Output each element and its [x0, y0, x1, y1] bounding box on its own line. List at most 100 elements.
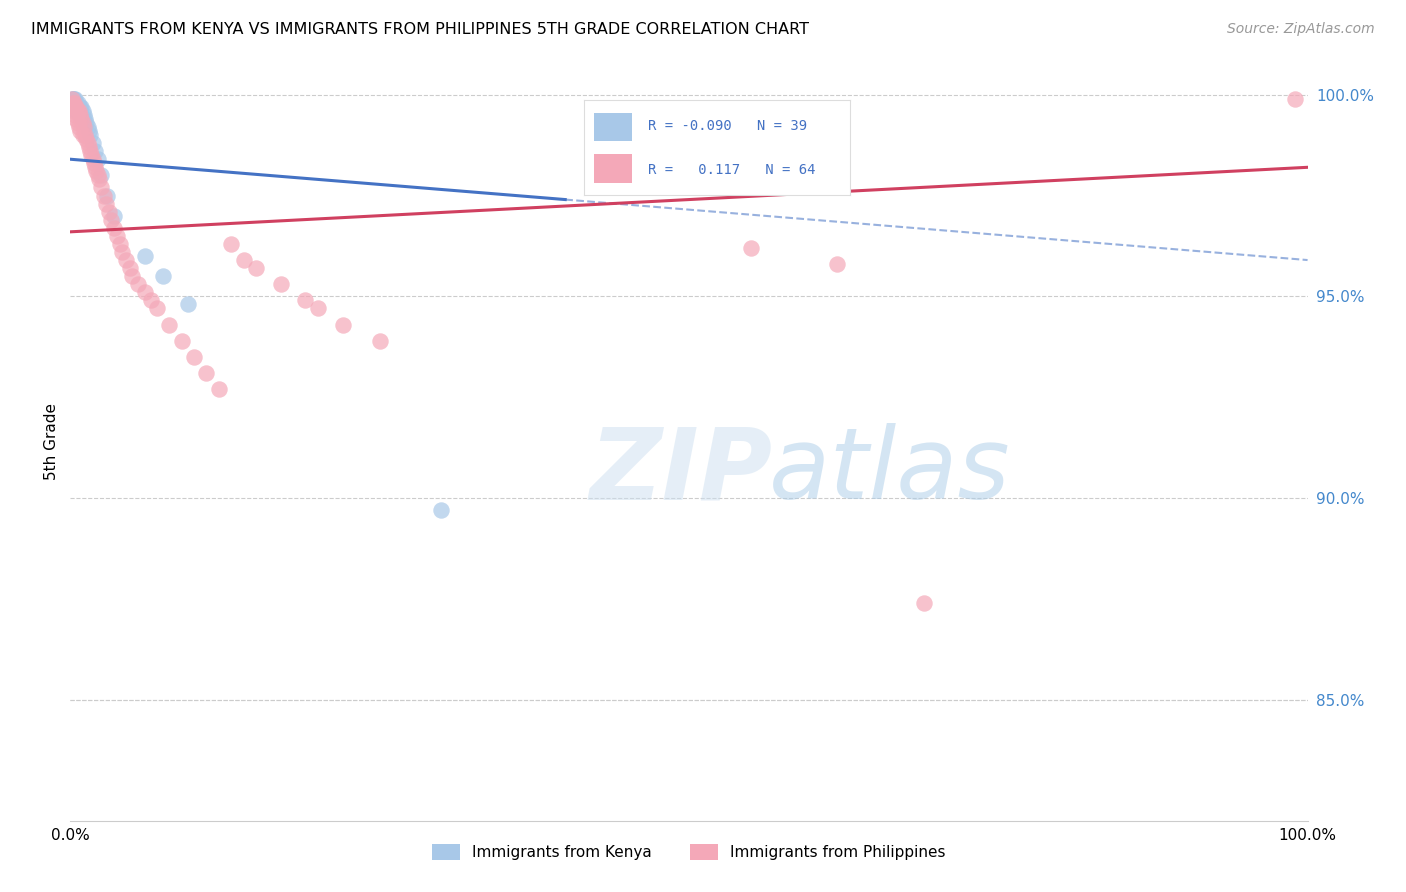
Point [294, 293, 316, 308]
Point [65, 112, 87, 126]
Point [307, 301, 329, 316]
Point [134, 249, 156, 263]
Point [84, 161, 107, 175]
Point [62, 100, 84, 114]
Point [76, 120, 98, 134]
Point [84, 144, 107, 158]
Point [90, 169, 112, 183]
Point [62, 92, 84, 106]
Point [63, 95, 86, 110]
Point [72, 112, 94, 126]
Point [63, 95, 86, 110]
Point [73, 120, 96, 134]
Point [69, 100, 91, 114]
Point [75, 116, 97, 130]
Y-axis label: 5th Grade: 5th Grade [44, 403, 59, 480]
Point [118, 261, 141, 276]
Point [83, 156, 105, 170]
Point [740, 241, 762, 255]
Point [60, 92, 83, 106]
Point [65, 100, 87, 114]
Point [62, 92, 84, 106]
Point [65, 103, 87, 118]
Point [67, 103, 90, 118]
Point [77, 124, 100, 138]
Point [72, 116, 94, 130]
Point [79, 144, 101, 158]
Point [827, 257, 849, 271]
Point [69, 108, 91, 122]
Point [67, 120, 90, 134]
Point [65, 100, 87, 114]
Point [76, 136, 98, 150]
Point [134, 285, 156, 300]
Point [63, 92, 86, 106]
Text: Source: ZipAtlas.com: Source: ZipAtlas.com [1227, 22, 1375, 37]
Point [332, 318, 354, 332]
Point [93, 188, 115, 202]
Point [157, 318, 180, 332]
Point [195, 366, 218, 380]
Point [208, 382, 231, 396]
Point [219, 236, 242, 251]
Point [62, 95, 84, 110]
Point [177, 297, 200, 311]
Point [115, 253, 138, 268]
Point [70, 108, 93, 122]
Point [82, 136, 104, 150]
Point [75, 132, 97, 146]
Point [77, 140, 100, 154]
Point [60, 92, 83, 106]
Point [86, 169, 108, 183]
Point [72, 103, 94, 118]
Point [139, 293, 162, 308]
Point [103, 209, 125, 223]
Point [63, 103, 86, 118]
Point [69, 124, 91, 138]
Point [65, 95, 87, 110]
Point [75, 128, 97, 142]
Point [65, 95, 87, 110]
Point [69, 108, 91, 122]
Point [67, 100, 90, 114]
Point [87, 172, 110, 186]
Point [97, 204, 120, 219]
Point [65, 92, 87, 106]
Point [152, 269, 174, 284]
Point [75, 112, 97, 126]
Point [245, 261, 267, 276]
Point [79, 128, 101, 142]
Point [912, 596, 935, 610]
Point [86, 153, 108, 167]
Point [63, 95, 86, 110]
Point [82, 153, 104, 167]
Point [65, 100, 87, 114]
Point [72, 128, 94, 142]
Point [1284, 92, 1306, 106]
Point [70, 112, 93, 126]
Text: atlas: atlas [769, 424, 1011, 520]
Point [66, 103, 89, 118]
Legend: Immigrants from Kenya, Immigrants from Philippines: Immigrants from Kenya, Immigrants from P… [426, 838, 952, 866]
Point [108, 236, 131, 251]
Point [127, 277, 149, 292]
Point [70, 100, 93, 114]
Point [66, 116, 89, 130]
Point [368, 334, 391, 348]
Point [90, 180, 112, 194]
Point [80, 148, 103, 162]
Point [103, 220, 125, 235]
Point [111, 245, 134, 260]
Text: IMMIGRANTS FROM KENYA VS IMMIGRANTS FROM PHILIPPINES 5TH GRADE CORRELATION CHART: IMMIGRANTS FROM KENYA VS IMMIGRANTS FROM… [31, 22, 808, 37]
Point [73, 108, 96, 122]
Point [121, 269, 143, 284]
Point [66, 95, 89, 110]
Point [84, 164, 107, 178]
Point [96, 188, 118, 202]
Point [96, 196, 118, 211]
Text: ZIP: ZIP [591, 424, 773, 520]
Point [65, 100, 87, 114]
Point [100, 212, 122, 227]
Point [430, 503, 453, 517]
Point [232, 253, 254, 268]
